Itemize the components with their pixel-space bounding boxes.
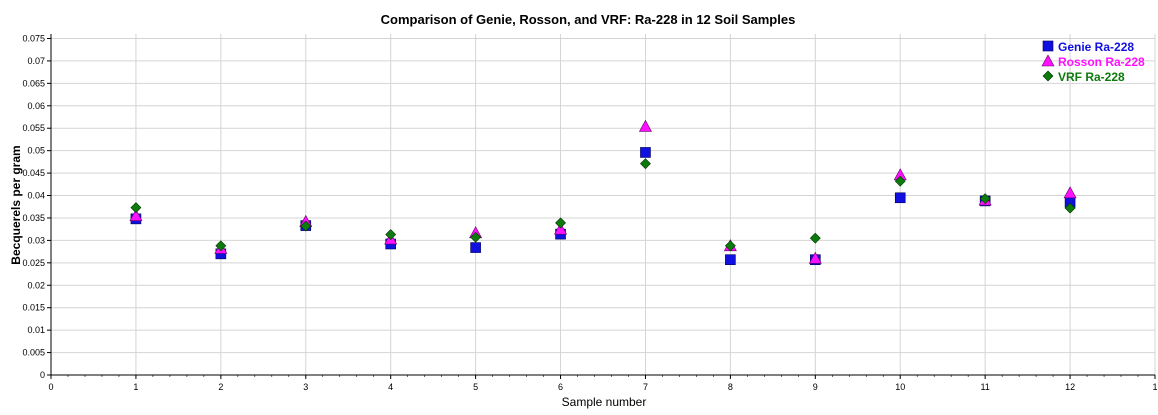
y-tick-label: 0.055 <box>22 123 45 133</box>
y-tick-labels: 0 0.005 0.01 0.015 0.02 0.025 0.03 0.035 0.04 0.0… <box>22 33 45 380</box>
data-point-rosson-ra-228 <box>808 251 822 264</box>
x-tick-label: 5 <box>473 382 478 392</box>
x-tick-label: 7 <box>643 382 648 392</box>
x-tick-label: 3 <box>303 382 308 392</box>
y-tick-label: 0.065 <box>22 78 45 88</box>
x-tick-label: 1 <box>133 382 138 392</box>
y-tick-label: 0.045 <box>22 168 45 178</box>
data-point-genie-ra-228 <box>640 147 651 158</box>
legend-marker <box>1041 54 1055 67</box>
axes <box>47 34 1156 379</box>
chart-title: Comparison of Genie, Rosson, and VRF: Ra… <box>381 12 796 27</box>
data-point-vrf-ra-228 <box>894 175 906 187</box>
x-tick-label: 11 <box>980 382 989 392</box>
x-tick-label: 8 <box>728 382 733 392</box>
data-point-vrf-ra-228 <box>640 158 651 170</box>
x-tick-labels: 0 1 2 3 4 5 6 7 8 9 10 11 12 1 <box>48 382 1157 392</box>
data-point-rosson-ra-228 <box>1063 186 1077 199</box>
legend-label: Genie Ra-228 <box>1058 40 1134 54</box>
data-point-vrf-ra-228 <box>385 229 397 240</box>
grid-lines <box>51 34 1156 375</box>
data-point-genie-ra-228 <box>894 192 906 204</box>
series-vrf-ra-228 <box>130 158 1076 252</box>
data-point-genie-ra-228 <box>725 254 736 265</box>
y-tick-label: 0.005 <box>22 348 45 358</box>
x-tick-label: 1 <box>1152 382 1157 392</box>
y-tick-label: 0.01 <box>27 325 45 335</box>
y-tick-label: 0.03 <box>27 235 45 245</box>
data-point-vrf-ra-228 <box>979 193 991 205</box>
x-tick-label: 0 <box>48 382 53 392</box>
data-point-vrf-ra-228 <box>300 220 312 232</box>
data-point-vrf-ra-228 <box>809 232 821 244</box>
y-tick-label: 0.02 <box>27 280 45 290</box>
x-tick-label: 9 <box>813 382 818 392</box>
data-point-vrf-ra-228 <box>470 231 482 243</box>
series-rosson-ra-228 <box>129 119 1077 264</box>
x-tick-label: 4 <box>388 382 393 392</box>
data-points <box>129 119 1077 265</box>
data-point-genie-ra-228 <box>470 242 481 253</box>
series-genie-ra-228 <box>130 147 1076 265</box>
y-tick-label: 0 <box>40 370 45 380</box>
data-point-vrf-ra-228 <box>1064 202 1076 214</box>
legend-marker <box>1042 70 1054 82</box>
legend-label: VRF Ra-228 <box>1058 70 1125 84</box>
x-tick-label: 6 <box>558 382 563 392</box>
data-point-rosson-ra-228 <box>638 119 652 132</box>
y-tick-label: 0.06 <box>27 101 45 111</box>
y-tick-label: 0.075 <box>22 33 45 43</box>
data-point-rosson-ra-228 <box>129 209 143 222</box>
data-point-rosson-ra-228 <box>554 222 568 235</box>
y-tick-label: 0.015 <box>22 303 45 313</box>
x-tick-label: 2 <box>218 382 223 392</box>
data-point-vrf-ra-228 <box>724 240 736 252</box>
y-tick-label: 0.04 <box>27 191 45 201</box>
y-tick-label: 0.035 <box>22 213 45 223</box>
y-tick-label: 0.05 <box>27 146 45 156</box>
legend-marker <box>1042 40 1054 52</box>
y-tick-label: 0.025 <box>22 258 45 268</box>
data-point-vrf-ra-228 <box>130 202 142 214</box>
data-point-vrf-ra-228 <box>555 217 566 229</box>
x-tick-label: 10 <box>895 382 905 392</box>
x-axis-label: Sample number <box>562 395 647 409</box>
x-tick-label: 12 <box>1065 382 1075 392</box>
legend-label: Rosson Ra-228 <box>1058 55 1145 69</box>
y-tick-label: 0.07 <box>27 56 45 66</box>
data-point-vrf-ra-228 <box>215 240 227 252</box>
y-axis-label: Becquerels per gram <box>9 145 23 264</box>
